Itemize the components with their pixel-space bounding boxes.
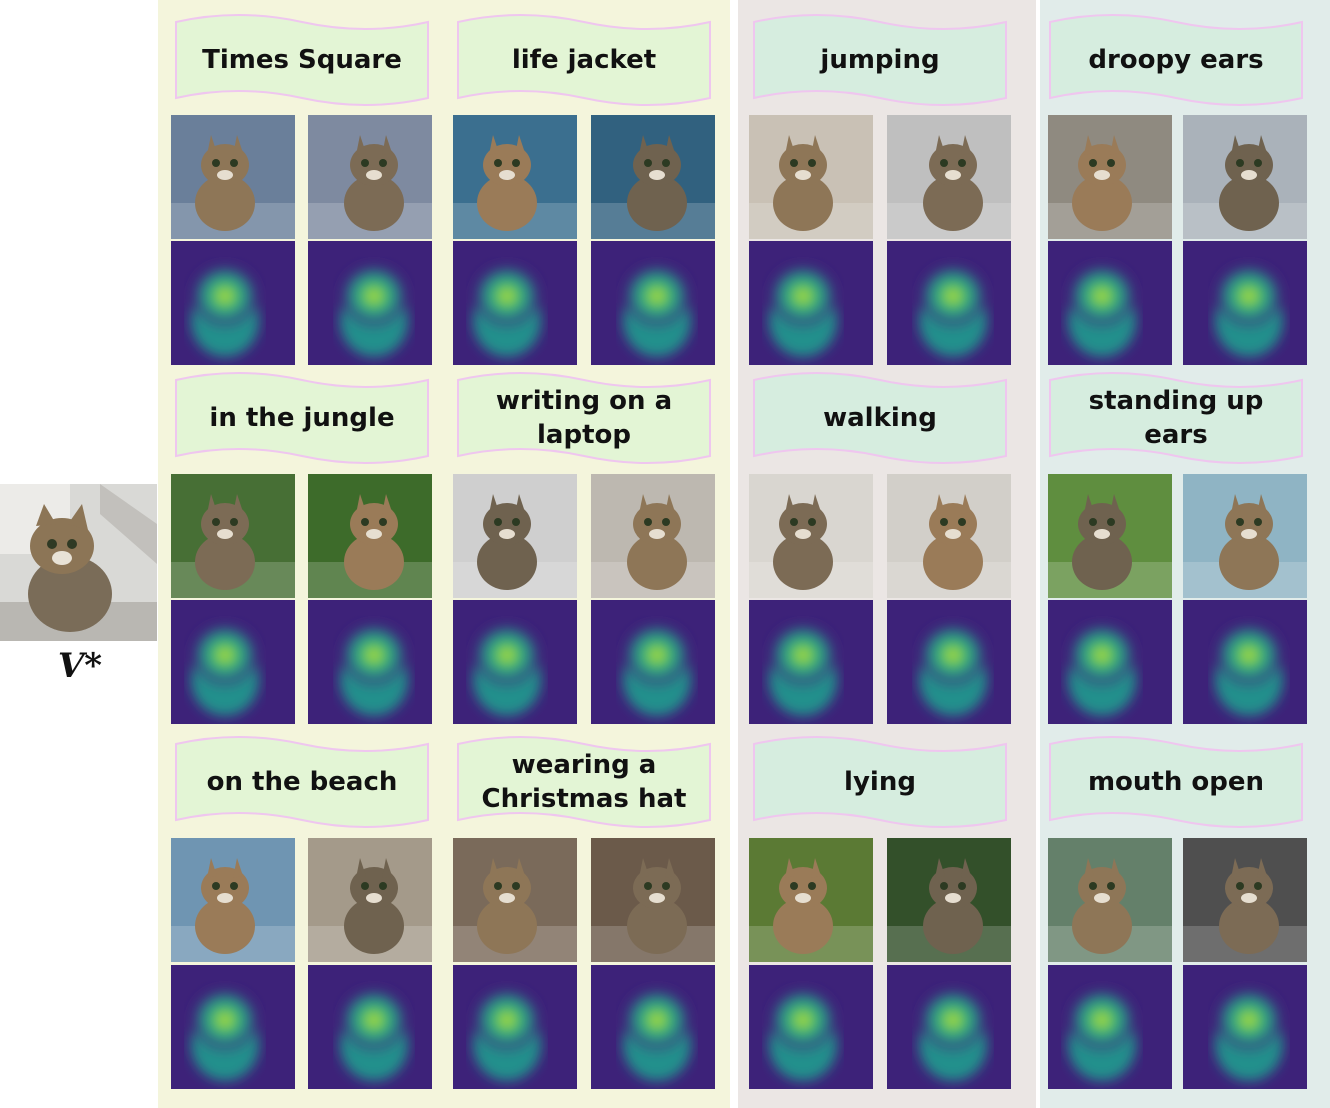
prompt-banner: droopy ears [1048,12,1304,108]
attention-heatmap [749,241,873,365]
attention-heatmap [453,965,577,1089]
attention-heatmap [308,600,432,724]
generated-image [1048,115,1172,239]
generated-image [171,474,295,598]
generated-image [308,474,432,598]
generated-image [749,474,873,598]
attention-heatmap [1183,241,1307,365]
generated-image [887,115,1011,239]
attention-heatmap [887,600,1011,724]
generated-image [171,838,295,962]
reference-label: V* [57,646,103,686]
attention-heatmap [1048,241,1172,365]
generated-image [749,115,873,239]
attention-heatmap [591,600,715,724]
generated-image [171,115,295,239]
prompt-banner: walking [752,370,1008,466]
prompt-banner: writing on a laptop [456,370,712,466]
generated-image [591,838,715,962]
prompt-banner: lying [752,734,1008,830]
attention-heatmap [453,241,577,365]
prompt-banner: in the jungle [174,370,430,466]
attention-heatmap [1183,600,1307,724]
prompt-banner: standing up ears [1048,370,1304,466]
attention-heatmap [308,241,432,365]
prompt-banner: Times Square [174,12,430,108]
attention-heatmap [887,965,1011,1089]
attention-heatmap [1183,965,1307,1089]
attention-heatmap [1048,965,1172,1089]
attention-heatmap [171,965,295,1089]
attention-heatmap [308,965,432,1089]
generated-image [308,115,432,239]
attention-heatmap [1048,600,1172,724]
attention-heatmap [591,241,715,365]
prompt-banner: jumping [752,12,1008,108]
prompt-banner: on the beach [174,734,430,830]
attention-heatmap [171,600,295,724]
attention-heatmap [453,600,577,724]
generated-image [1048,838,1172,962]
prompt-banner: mouth open [1048,734,1304,830]
generated-image [1183,115,1307,239]
generated-image [749,838,873,962]
generated-image [453,474,577,598]
generated-image [1048,474,1172,598]
prompt-banner: life jacket [456,12,712,108]
attention-heatmap [749,965,873,1089]
attention-heatmap [887,241,1011,365]
generated-image [591,115,715,239]
generated-image [1183,474,1307,598]
generated-image [591,474,715,598]
attention-heatmap [171,241,295,365]
generated-image [887,474,1011,598]
generated-image [453,838,577,962]
generated-image [308,838,432,962]
generated-image [1183,838,1307,962]
generated-image [453,115,577,239]
attention-heatmap [591,965,715,1089]
prompt-banner: wearing a Christmas hat [456,734,712,830]
generated-image [887,838,1011,962]
reference-photo [0,484,157,641]
attention-heatmap [749,600,873,724]
